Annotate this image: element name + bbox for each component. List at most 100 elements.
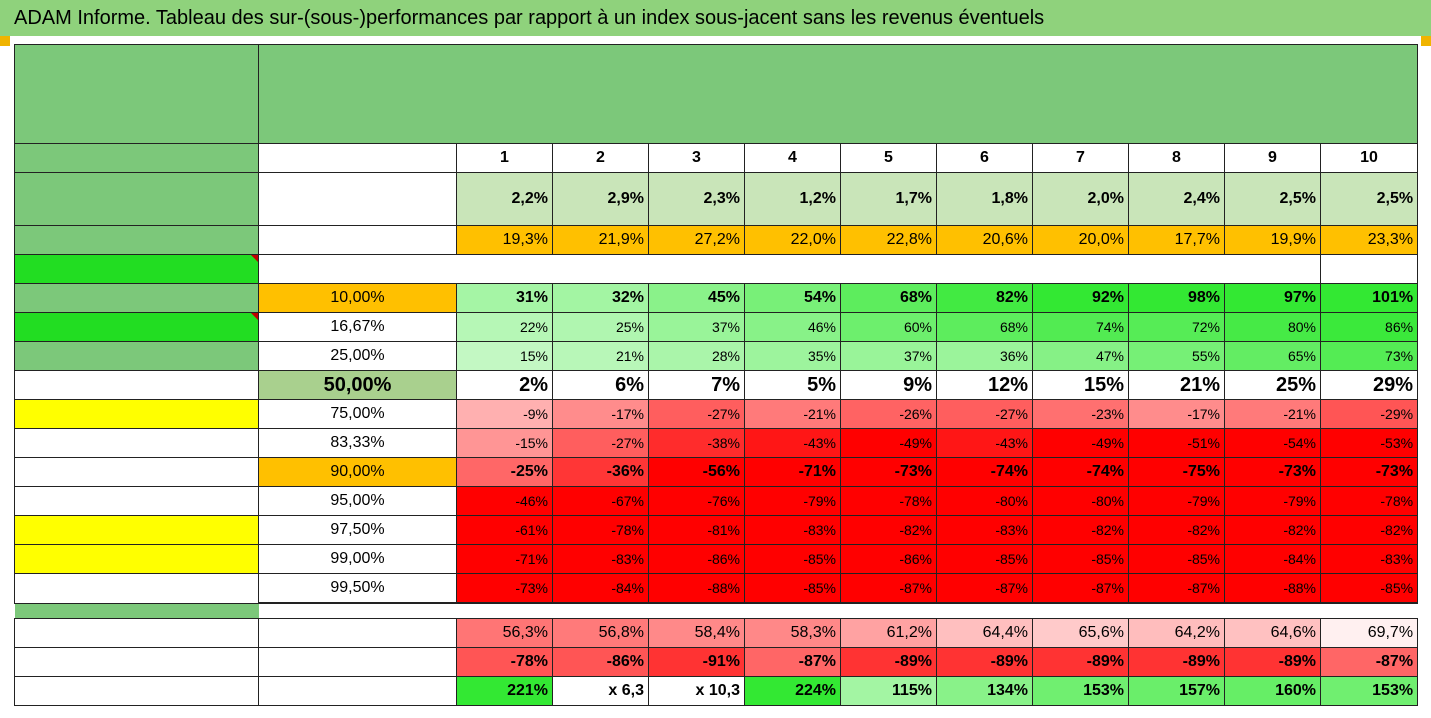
table-row: 90,00% -25% -36% -56% -71% -73% -74% -74% -75% -7… — [14, 457, 1419, 487]
table-row: 56,3% 56,8% 58,4% 58,3% 61,2% 64,4% 65,6% 64,2%… — [14, 618, 1419, 648]
performance-value: -82% — [1128, 515, 1225, 545]
performance-value: -74% — [936, 457, 1033, 487]
performance-value: -74% — [1032, 457, 1129, 487]
performance-value: -49% — [840, 428, 937, 458]
year-header: 2 — [552, 143, 649, 173]
volatility-value: 22,8% — [840, 225, 937, 255]
side-label — [14, 399, 259, 429]
year-header: 1 — [456, 143, 553, 173]
performance-value: -85% — [936, 544, 1033, 574]
performance-value: 60% — [840, 312, 937, 342]
performance-value: -84% — [552, 573, 649, 604]
annual-return-value: 1,8% — [936, 172, 1033, 226]
performance-value: -21% — [1224, 399, 1321, 429]
percentile-value: 90,00% — [258, 457, 457, 487]
performance-value: -81% — [648, 515, 745, 545]
performance-value: 46% — [744, 312, 841, 342]
performance-value: 92% — [1032, 283, 1129, 313]
performance-value: -36% — [552, 457, 649, 487]
performance-value: -54% — [1224, 428, 1321, 458]
performance-value: -73% — [1224, 457, 1321, 487]
year-header: 7 — [1032, 143, 1129, 173]
performance-value: 54% — [744, 283, 841, 313]
performance-value: 22% — [456, 312, 553, 342]
positive-value: 69,7% — [1319, 618, 1419, 648]
table-row — [14, 44, 1419, 144]
table-row: 16,67% 22% 25% 37% 46% 60% 68% 74% 72% 80% 86% — [14, 312, 1419, 342]
performance-value: -86% — [648, 544, 745, 574]
year-header: 9 — [1224, 143, 1321, 173]
performance-value: -15% — [456, 428, 553, 458]
performance-value: 35% — [744, 341, 841, 371]
comment-marker — [251, 313, 258, 320]
performance-value: 72% — [1128, 312, 1225, 342]
annual-return-value: 2,2% — [456, 172, 553, 226]
performance-value: -51% — [1128, 428, 1225, 458]
performance-value: -85% — [1128, 544, 1225, 574]
table-row: 99,50% -73% -84% -88% -85% -87% -87% -87% -87% -8… — [14, 573, 1419, 604]
performance-value: 86% — [1319, 312, 1419, 342]
maximum-value: 134% — [936, 676, 1033, 706]
performance-value: -21% — [744, 399, 841, 429]
spacer — [1320, 602, 1418, 619]
spacer — [936, 602, 1033, 619]
maximum-value: 160% — [1224, 676, 1321, 706]
performance-value: -84% — [1224, 544, 1321, 574]
performance-value: -83% — [552, 544, 649, 574]
year-header: 10 — [1319, 143, 1419, 173]
performance-value: 29% — [1319, 370, 1419, 400]
side-label — [14, 341, 259, 371]
performance-value: -9% — [456, 399, 553, 429]
annual-return-value: 2,5% — [1224, 172, 1321, 226]
maximum-value: 224% — [744, 676, 841, 706]
percentile-value: 95,00% — [258, 486, 457, 516]
volatility-value: 23,3% — [1319, 225, 1419, 255]
performance-value: -79% — [1128, 486, 1225, 516]
performance-value: -80% — [1032, 486, 1129, 516]
performance-value: -78% — [552, 515, 649, 545]
performance-value: 45% — [648, 283, 745, 313]
performance-value: -87% — [1032, 573, 1129, 604]
table-row: 75,00% -9% -17% -27% -21% -26% -27% -23% -17% -21… — [14, 399, 1419, 429]
performance-value: -71% — [744, 457, 841, 487]
performance-value: -73% — [456, 573, 553, 604]
report-title: ADAM Informe. Tableau des sur-(sous-)per… — [14, 7, 1045, 29]
positive-value: 56,8% — [552, 618, 649, 648]
performance-value: -23% — [1032, 399, 1129, 429]
performance-value: 101% — [1319, 283, 1419, 313]
sector-label — [14, 172, 259, 226]
performance-value: -17% — [552, 399, 649, 429]
maximum-value: 115% — [840, 676, 937, 706]
spacer — [456, 602, 553, 619]
performance-value: -83% — [1319, 544, 1419, 574]
performance-value: -79% — [744, 486, 841, 516]
percentile-value: 99,00% — [258, 544, 457, 574]
annual-return-value: 2,3% — [648, 172, 745, 226]
comment-marker — [251, 255, 258, 262]
performance-value: -78% — [840, 486, 937, 516]
spacer — [552, 602, 649, 619]
spacer — [14, 602, 259, 619]
table-row: 83,33% -15% -27% -38% -43% -49% -43% -49% -51% -5… — [14, 428, 1419, 458]
annual-return-value: 1,2% — [744, 172, 841, 226]
performance-value: 6% — [552, 370, 649, 400]
performance-value: 15% — [456, 341, 553, 371]
performance-value: 21% — [1128, 370, 1225, 400]
table-row: 25,00% 15% 21% 28% 35% 37% 36% 47% 55% 65% 73% — [14, 341, 1419, 371]
performance-value: 12% — [936, 370, 1033, 400]
maximum-value: x 10,3 — [648, 676, 745, 706]
performance-value: -82% — [1032, 515, 1129, 545]
performance-value: 80% — [1224, 312, 1321, 342]
minimum-value: -89% — [936, 647, 1033, 677]
performance-value: -85% — [1032, 544, 1129, 574]
table-row — [14, 602, 1418, 619]
performance-value: -27% — [936, 399, 1033, 429]
year-header: 3 — [648, 143, 745, 173]
volatility-label — [258, 225, 457, 255]
currency-label — [14, 143, 259, 173]
table-row: 10,00% 31% 32% 45% 54% 68% 82% 92% 98% 97% 101% — [14, 283, 1419, 313]
performance-value: -38% — [648, 428, 745, 458]
annual-return-value: 2,4% — [1128, 172, 1225, 226]
positive-value: 56,3% — [456, 618, 553, 648]
performance-value: -87% — [840, 573, 937, 604]
